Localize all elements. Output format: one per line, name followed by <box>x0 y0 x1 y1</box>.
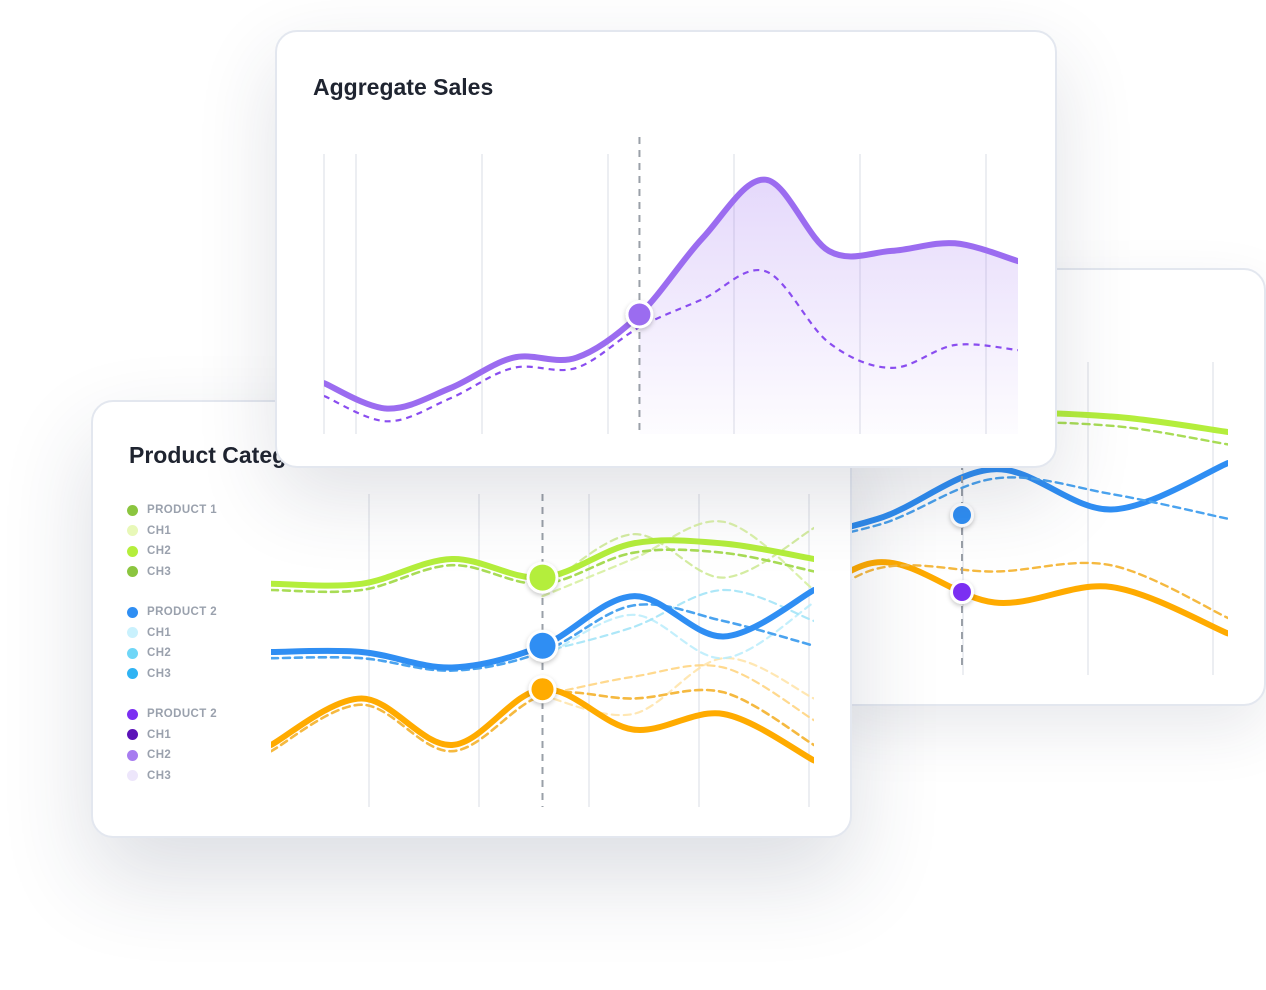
aggregate-sales-plot <box>323 137 1018 434</box>
back-purple-highlight-point <box>953 583 971 601</box>
legend-item: CH1 <box>127 623 247 644</box>
product-categories-plot <box>271 494 814 807</box>
legend-label: CH2 <box>147 545 172 558</box>
back-series-line-3 <box>828 476 1228 538</box>
legend-group: PRODUCT 2 CH1 CH2 CH3 <box>127 704 247 786</box>
category-series-line-9 <box>541 601 814 660</box>
legend-label: CH3 <box>147 565 172 578</box>
legend-item: CH3 <box>127 664 247 685</box>
category-series-line-11 <box>541 657 814 717</box>
category-series-line-10 <box>541 664 814 722</box>
legend-label: PRODUCT 1 <box>147 504 218 517</box>
legend-swatch <box>127 749 138 761</box>
legend-item: CH2 <box>127 745 247 766</box>
legend-swatch <box>127 708 138 720</box>
product-legend: PRODUCT 1 CH1 CH2 CH3 PRODUCT 2 CH1 CH2 CH3 PROD… <box>127 500 247 806</box>
legend-swatch <box>127 647 138 659</box>
legend-label: PRODUCT 2 <box>147 708 218 721</box>
legend-swatch <box>127 545 138 557</box>
aggregate-dashed-line <box>324 268 1018 423</box>
legend-item: CH3 <box>127 562 247 583</box>
legend-group-header: PRODUCT 2 <box>127 602 247 623</box>
legend-label: CH1 <box>147 626 172 639</box>
legend-swatch <box>127 770 138 782</box>
back-chart-plot <box>828 362 1228 675</box>
legend-label: CH2 <box>147 749 172 762</box>
legend-group-header: PRODUCT 1 <box>127 500 247 521</box>
aggregate-sales-card: Aggregate Sales <box>275 30 1057 468</box>
product-categories-card: Product Categories PRODUCT 1 CH1 CH2 CH3 PRO… <box>91 400 852 838</box>
legend-label: PRODUCT 2 <box>147 606 218 619</box>
aggregate-highlight-point <box>628 303 651 326</box>
legend-item: CH1 <box>127 725 247 746</box>
legend-swatch <box>127 566 138 578</box>
legend-swatch <box>127 606 138 618</box>
legend-label: CH1 <box>147 524 172 537</box>
back-series-line-4 <box>828 559 1228 637</box>
category-series-line-6 <box>541 526 814 592</box>
legend-item: CH2 <box>127 643 247 664</box>
aggregate-series-group <box>324 176 1018 434</box>
aggregate-solid-line <box>324 176 1018 412</box>
back-blue-highlight-point <box>953 506 971 524</box>
legend-label: CH2 <box>147 647 172 660</box>
back-series-line-2 <box>828 460 1228 536</box>
legend-swatch <box>127 729 138 741</box>
legend-swatch <box>127 627 138 639</box>
legend-label: CH3 <box>147 667 172 680</box>
legend-swatch <box>127 504 138 516</box>
back-series-line-5 <box>828 561 1228 620</box>
category-series-line-8 <box>541 588 814 654</box>
product3-highlight-point <box>531 678 554 701</box>
legend-item: CH3 <box>127 766 247 787</box>
legend-group-header: PRODUCT 2 <box>127 704 247 725</box>
legend-item: CH2 <box>127 541 247 562</box>
legend-label: CH3 <box>147 769 172 782</box>
grid-lines <box>368 494 810 807</box>
legend-group: PRODUCT 2 CH1 CH2 CH3 <box>127 602 247 684</box>
aggregate-area <box>639 179 1018 434</box>
aggregate-sales-title: Aggregate Sales <box>313 74 494 100</box>
legend-group: PRODUCT 1 CH1 CH2 CH3 <box>127 500 247 582</box>
legend-swatch <box>127 525 138 537</box>
legend-label: CH1 <box>147 728 172 741</box>
product2-highlight-point <box>529 632 556 659</box>
legend-item: CH1 <box>127 521 247 542</box>
legend-swatch <box>127 668 138 680</box>
product1-highlight-point <box>529 564 556 591</box>
